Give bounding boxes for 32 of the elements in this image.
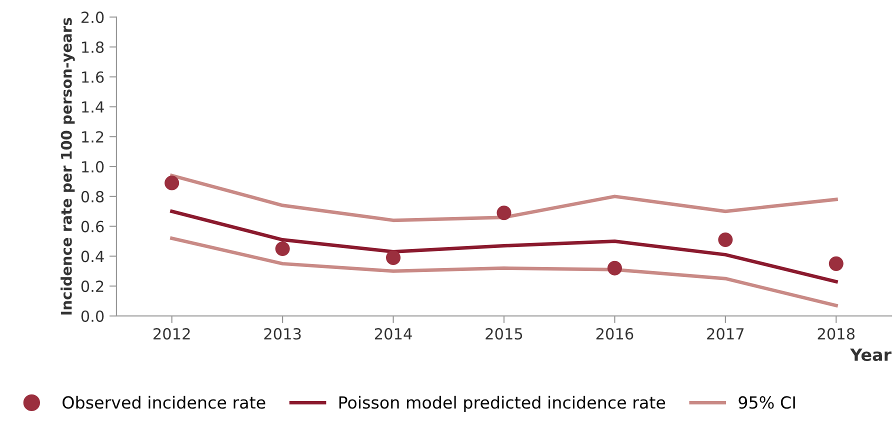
x-axis-title: Year [850,348,892,362]
legend-label: Poisson model predicted incidence rate [339,396,666,412]
legend-label: Observed incidence rate [62,396,266,409]
point [496,206,512,220]
y-tick-label: 1.2 [82,131,104,142]
y-tick-label: 1.4 [82,101,104,113]
y-tick-label: 1.0 [82,160,104,173]
point [607,260,622,276]
x-tick-label: 2016 [596,328,634,340]
point [164,176,180,190]
line-series [170,210,838,284]
y-tick-label: 2.0 [82,12,104,24]
y-tick-label: 0.8 [81,190,104,202]
y-tick-label: 0.4 [81,250,104,262]
point [718,232,733,248]
x-tick-label: 2012 [154,328,190,340]
y-tick-label: 0.2 [81,280,104,292]
x-tick-label: 2015 [486,328,522,340]
y-tick-label: 0.6 [81,220,104,232]
y-tick-label: 0.0 [81,310,104,322]
point [386,250,401,265]
x-tick-label: 2017 [707,328,744,340]
y-tick-label: 1.6 [82,71,104,83]
x-tick-label: 2018 [818,328,855,340]
legend-label: 95% CI [738,396,795,409]
y-axis-title: Incidence rate per 100 person-years [60,18,75,315]
x-tick-label: 2013 [264,328,301,340]
line-series [170,236,838,308]
point [828,256,844,271]
point [275,241,290,256]
y-tick-label: 1.8 [82,41,104,53]
x-tick-label: 2014 [374,328,412,340]
